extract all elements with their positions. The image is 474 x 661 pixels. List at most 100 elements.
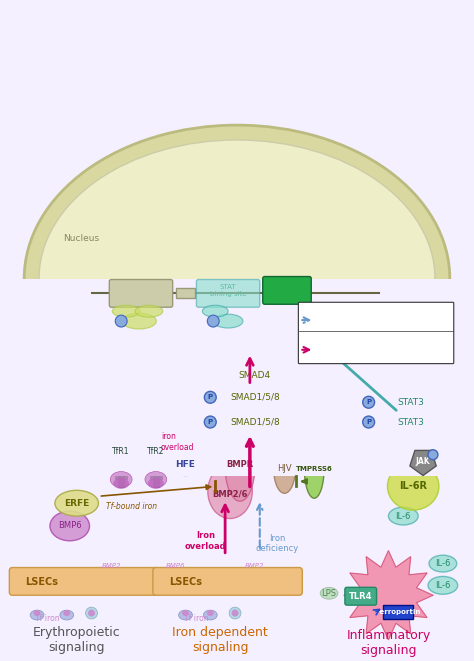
Text: IL-6: IL-6 (435, 559, 451, 568)
Ellipse shape (387, 463, 439, 510)
Ellipse shape (208, 464, 252, 518)
Ellipse shape (363, 397, 374, 408)
Text: TMPRSS6: TMPRSS6 (296, 465, 333, 471)
Ellipse shape (173, 458, 181, 463)
Ellipse shape (112, 305, 140, 317)
Ellipse shape (30, 610, 44, 620)
Text: LSECs: LSECs (169, 577, 202, 588)
Ellipse shape (110, 471, 132, 487)
Ellipse shape (88, 609, 95, 617)
Text: SMAD1/5/8: SMAD1/5/8 (230, 393, 280, 402)
Bar (153, 459, 159, 487)
Ellipse shape (137, 458, 145, 463)
Ellipse shape (78, 458, 86, 463)
Ellipse shape (327, 458, 335, 463)
Ellipse shape (66, 458, 73, 463)
Ellipse shape (203, 610, 217, 620)
Ellipse shape (363, 416, 374, 428)
Ellipse shape (351, 458, 359, 463)
Ellipse shape (115, 315, 127, 327)
Text: P: P (366, 419, 371, 425)
Ellipse shape (315, 458, 323, 463)
Text: JAK: JAK (416, 457, 430, 466)
Ellipse shape (202, 305, 228, 317)
Ellipse shape (113, 458, 121, 463)
Ellipse shape (122, 313, 156, 329)
Polygon shape (344, 551, 433, 640)
Bar (115, 459, 127, 479)
Text: P: P (366, 399, 371, 405)
Ellipse shape (244, 458, 252, 463)
Bar (383, 605, 413, 619)
Text: TLR4: TLR4 (349, 592, 373, 601)
Text: BMP2/6: BMP2/6 (212, 490, 248, 499)
Text: P: P (430, 451, 436, 457)
Text: LSECs: LSECs (26, 577, 58, 588)
Text: ERFE: ERFE (64, 498, 89, 508)
Ellipse shape (204, 416, 216, 428)
Ellipse shape (135, 305, 163, 317)
Ellipse shape (207, 610, 214, 616)
Ellipse shape (207, 315, 219, 327)
Bar (118, 459, 124, 487)
Bar (150, 459, 162, 479)
Ellipse shape (374, 412, 443, 432)
Ellipse shape (388, 507, 418, 525)
Ellipse shape (220, 458, 228, 463)
Text: Tf iron: Tf iron (184, 615, 209, 623)
Ellipse shape (429, 555, 457, 572)
Text: SMAD1/5/8: SMAD1/5/8 (230, 418, 280, 426)
Ellipse shape (215, 411, 294, 433)
Ellipse shape (30, 458, 38, 463)
Ellipse shape (398, 458, 406, 463)
Text: P: P (208, 419, 213, 425)
Text: BMP6: BMP6 (166, 563, 185, 568)
Ellipse shape (50, 511, 90, 541)
Ellipse shape (256, 458, 264, 463)
Text: Iron deficiency
Erythropoiesis: Iron deficiency Erythropoiesis (369, 311, 425, 330)
Text: HJV: HJV (277, 464, 292, 473)
Ellipse shape (101, 458, 109, 463)
Ellipse shape (184, 458, 192, 463)
Ellipse shape (161, 458, 169, 463)
Ellipse shape (363, 458, 371, 463)
Ellipse shape (374, 393, 443, 412)
Text: LPS: LPS (321, 589, 337, 598)
Ellipse shape (54, 458, 62, 463)
Ellipse shape (113, 478, 129, 489)
Ellipse shape (215, 387, 294, 408)
Text: Inflammatory
signaling: Inflammatory signaling (346, 629, 430, 657)
FancyBboxPatch shape (196, 280, 260, 307)
Ellipse shape (218, 366, 292, 385)
FancyBboxPatch shape (298, 302, 454, 364)
Text: IL-6: IL-6 (435, 581, 451, 590)
Text: P: P (119, 319, 124, 324)
Text: BMPR: BMPR (227, 460, 254, 469)
Ellipse shape (34, 610, 41, 616)
Text: STAT
bining site: STAT bining site (210, 284, 246, 297)
Text: Iron dependent
signaling: Iron dependent signaling (173, 626, 268, 654)
Text: Tf iron: Tf iron (35, 615, 59, 623)
Text: TfR2: TfR2 (147, 447, 164, 456)
Ellipse shape (410, 458, 418, 463)
Ellipse shape (303, 458, 311, 463)
Text: P: P (208, 395, 213, 401)
Ellipse shape (304, 439, 324, 498)
Ellipse shape (145, 471, 167, 487)
Ellipse shape (90, 458, 98, 463)
Text: Iron
deficiency: Iron deficiency (256, 534, 299, 553)
Text: TfR1: TfR1 (112, 447, 130, 456)
Text: iron
overload: iron overload (161, 432, 194, 451)
Text: HAMP: HAMP (270, 286, 303, 295)
Ellipse shape (232, 609, 238, 617)
FancyBboxPatch shape (345, 588, 376, 605)
FancyBboxPatch shape (9, 568, 159, 596)
Text: STAT3: STAT3 (398, 398, 425, 407)
Text: IL-6: IL-6 (396, 512, 411, 521)
Ellipse shape (55, 490, 99, 516)
Text: BMP6: BMP6 (58, 522, 82, 531)
Ellipse shape (225, 432, 255, 501)
Ellipse shape (229, 607, 241, 619)
Ellipse shape (434, 458, 442, 463)
Text: Iron
overload: Iron overload (184, 531, 226, 551)
